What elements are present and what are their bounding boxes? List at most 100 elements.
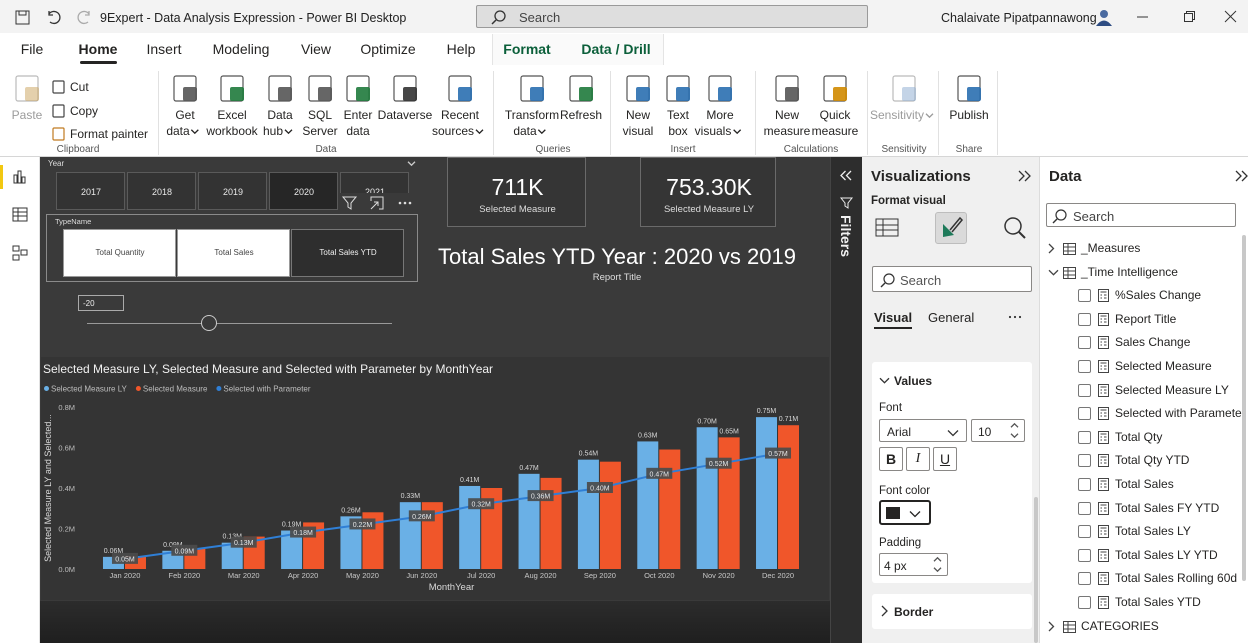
- color-picker[interactable]: [879, 500, 931, 525]
- slicer-item[interactable]: Total Sales: [177, 229, 290, 277]
- ribbon-tab[interactable]: Optimize: [360, 41, 415, 57]
- font-size-spinner[interactable]: 10: [971, 419, 1025, 442]
- button-icon: [52, 127, 66, 141]
- filters-pane-collapsed[interactable]: Filters: [830, 157, 862, 643]
- field-name[interactable]: Selected with Parameter: [1115, 406, 1246, 420]
- style-toggle[interactable]: B: [879, 447, 903, 471]
- style-toggle[interactable]: I: [906, 447, 930, 471]
- card-label: Selected Measure: [479, 204, 556, 215]
- format-card[interactable]: Border: [872, 594, 1032, 629]
- field-checkbox[interactable]: [1078, 313, 1091, 326]
- ribbon-button[interactable]: Refresh: [551, 71, 611, 143]
- field-checkbox[interactable]: [1078, 549, 1091, 562]
- button-label: Excel: [217, 108, 246, 122]
- chevron: [1236, 171, 1248, 181]
- field-name[interactable]: Sales Change: [1115, 335, 1190, 349]
- ribbon-group-label: Queries: [535, 144, 570, 155]
- pane-search[interactable]: Search: [872, 266, 1032, 292]
- ribbon-separator: [867, 71, 868, 155]
- report-title-caption: Report Title: [593, 272, 642, 283]
- field-name[interactable]: Total Sales Rolling 60d: [1115, 571, 1237, 585]
- slicer-item[interactable]: Total Quantity: [63, 229, 176, 277]
- more-icon: [1008, 315, 1024, 319]
- field-checkbox[interactable]: [1078, 572, 1091, 585]
- padding-spinner[interactable]: 4 px: [879, 553, 948, 576]
- button-label: Dataverse: [378, 108, 433, 122]
- field-name[interactable]: Total Sales LY YTD: [1115, 548, 1218, 562]
- field-checkbox[interactable]: [1078, 336, 1091, 349]
- field-checkbox[interactable]: [1078, 596, 1091, 609]
- ribbon-tab[interactable]: File: [21, 41, 44, 57]
- ribbon-tab[interactable]: Help: [447, 41, 476, 57]
- field-name[interactable]: %Sales Change: [1115, 288, 1201, 302]
- ribbon-button[interactable]: Quickmeasure: [805, 71, 865, 143]
- table-name[interactable]: _Measures: [1081, 241, 1140, 255]
- measure-icon: [1098, 525, 1109, 538]
- card-value: 711K: [491, 174, 543, 201]
- field-name[interactable]: Total Sales YTD: [1115, 595, 1201, 609]
- table-name[interactable]: _Time Intelligence: [1081, 265, 1178, 279]
- pane-tab[interactable]: Visual: [874, 310, 912, 325]
- ribbon-tab[interactable]: Format: [503, 41, 550, 57]
- field-name[interactable]: Total Sales FY YTD: [1115, 501, 1219, 515]
- icon-shape: [1101, 387, 1107, 393]
- field-name[interactable]: Selected Measure LY: [1115, 383, 1229, 397]
- field-name[interactable]: Total Qty: [1115, 430, 1162, 444]
- icon-shape: [1101, 316, 1107, 322]
- global-search[interactable]: Search: [476, 5, 868, 28]
- icon-accent: [25, 87, 39, 101]
- ribbon-button[interactable]: Publish: [939, 71, 999, 143]
- field-checkbox[interactable]: [1078, 478, 1091, 491]
- slicer-item[interactable]: 2018: [127, 172, 196, 210]
- field-name[interactable]: Total Sales: [1115, 477, 1174, 491]
- search-shape: [1053, 219, 1057, 223]
- ribbon-tab[interactable]: Insert: [146, 41, 181, 57]
- icon-shape: [1101, 528, 1107, 534]
- field-name[interactable]: Total Sales LY: [1115, 524, 1191, 538]
- close: [1225, 11, 1237, 23]
- field-checkbox[interactable]: [1078, 407, 1091, 420]
- table-name[interactable]: CATEGORIES: [1081, 619, 1159, 633]
- font-dropdown[interactable]: Arial: [879, 419, 967, 442]
- chevron: [910, 509, 930, 519]
- slicer-item[interactable]: Total Sales YTD: [291, 229, 404, 277]
- field-name[interactable]: Report Title: [1115, 312, 1176, 326]
- icon-shape: [1099, 431, 1109, 443]
- field-checkbox[interactable]: [1078, 289, 1091, 302]
- field-label: Font: [879, 402, 902, 414]
- ribbon-tab[interactable]: View: [301, 41, 331, 57]
- ribbon-tab[interactable]: Data / Drill: [581, 41, 650, 57]
- card-header[interactable]: Values: [894, 374, 932, 388]
- ribbon-button[interactable]: Morevisuals: [690, 71, 750, 143]
- ribbon-button[interactable]: Sensitivity: [874, 71, 934, 143]
- field-checkbox[interactable]: [1078, 454, 1091, 467]
- ribbon-tab[interactable]: Modeling: [213, 41, 270, 57]
- button-label: Cut: [70, 80, 89, 94]
- undo-shape: [49, 11, 60, 23]
- chevron-stroke: [910, 512, 920, 517]
- field-checkbox[interactable]: [1078, 431, 1091, 444]
- ribbon-tab[interactable]: Home: [79, 41, 118, 57]
- ribbon-button[interactable]: Dataverse: [375, 71, 435, 143]
- field-checkbox[interactable]: [1078, 502, 1091, 515]
- parameter-input[interactable]: -20: [78, 295, 124, 311]
- slicer-item[interactable]: 2020: [269, 172, 338, 210]
- field-checkbox[interactable]: [1078, 360, 1091, 373]
- ribbon-button[interactable]: Paste: [0, 71, 57, 143]
- field-name[interactable]: Selected Measure: [1115, 359, 1212, 373]
- search-shape: [884, 274, 894, 284]
- field-checkbox[interactable]: [1078, 525, 1091, 538]
- icon-shape: [1101, 575, 1107, 581]
- chevron-stroke: [1011, 424, 1018, 428]
- slider-thumb[interactable]: [201, 315, 217, 331]
- slicer-item[interactable]: 2019: [198, 172, 267, 210]
- field-name[interactable]: Total Qty YTD: [1115, 453, 1189, 467]
- icon-shape: [1101, 410, 1107, 416]
- pane-search[interactable]: Search: [1046, 203, 1236, 227]
- slicer-item[interactable]: 2017: [56, 172, 125, 210]
- field-checkbox[interactable]: [1078, 384, 1091, 397]
- pane-tab[interactable]: General: [928, 310, 974, 325]
- ribbon-button[interactable]: Recentsources: [430, 71, 490, 143]
- button-icon: [706, 73, 734, 103]
- style-toggle[interactable]: U: [933, 447, 957, 471]
